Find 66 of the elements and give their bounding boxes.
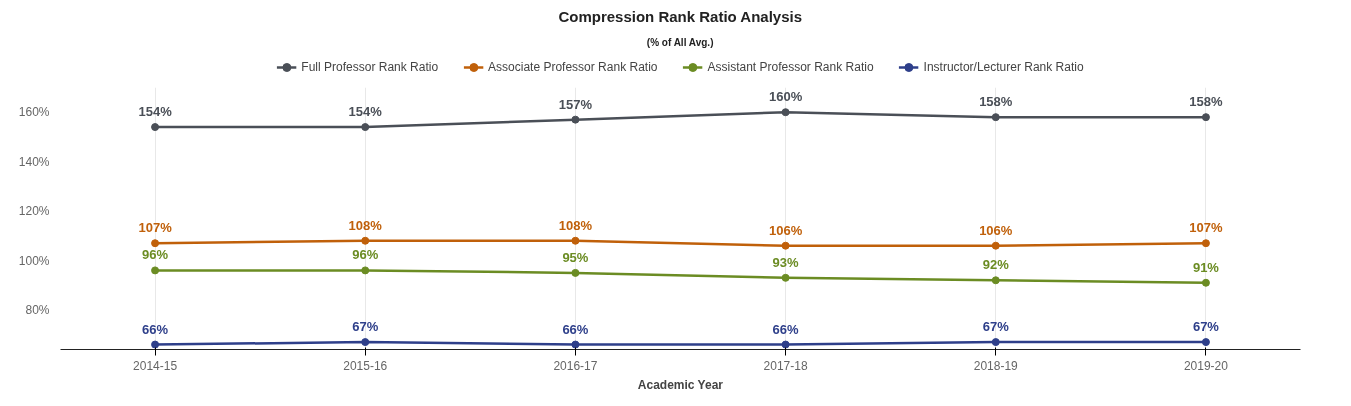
data-label: 107% bbox=[1189, 220, 1223, 236]
data-label: 108% bbox=[348, 217, 383, 233]
data-label: 66% bbox=[142, 321, 169, 337]
point bbox=[781, 241, 790, 250]
point bbox=[361, 338, 370, 347]
x-tick-label: 2015-16 bbox=[343, 358, 388, 373]
point bbox=[991, 338, 1000, 347]
data-label: 67% bbox=[352, 319, 379, 335]
legend-label: Full Professor Rank Ratio bbox=[301, 60, 439, 74]
legend-label: Assistant Professor Rank Ratio bbox=[707, 60, 874, 74]
chart-subtitle: (% of All Avg.) bbox=[646, 36, 714, 48]
data-label: 91% bbox=[1192, 259, 1220, 275]
point bbox=[151, 123, 160, 132]
data-label: 107% bbox=[138, 220, 173, 236]
point bbox=[1201, 338, 1210, 347]
data-label: 158% bbox=[1189, 94, 1223, 110]
point bbox=[571, 115, 580, 124]
point bbox=[571, 236, 580, 245]
x-tick-label: 2018-19 bbox=[973, 358, 1019, 373]
chart-title: Compression Rank Ratio Analysis bbox=[558, 7, 803, 25]
data-label: 96% bbox=[352, 247, 379, 263]
x-tick-label: 2016-17 bbox=[553, 358, 598, 373]
data-label: 66% bbox=[772, 321, 800, 337]
data-label: 108% bbox=[558, 217, 593, 233]
point bbox=[361, 266, 370, 275]
data-label: 95% bbox=[562, 249, 589, 265]
data-label: 66% bbox=[562, 321, 589, 337]
data-label: 96% bbox=[142, 247, 169, 263]
point bbox=[151, 340, 160, 349]
data-label: 92% bbox=[982, 257, 1010, 273]
x-tick-label: 2017-18 bbox=[763, 358, 808, 373]
point bbox=[781, 108, 790, 117]
point bbox=[1201, 278, 1210, 287]
point bbox=[991, 113, 1000, 122]
point bbox=[781, 273, 790, 282]
data-label: 93% bbox=[772, 254, 800, 270]
y-tick-label: 120% bbox=[18, 204, 50, 219]
data-label: 158% bbox=[979, 94, 1013, 110]
point bbox=[361, 236, 370, 245]
data-label: 154% bbox=[348, 104, 383, 120]
data-label: 160% bbox=[768, 89, 803, 105]
data-label: 106% bbox=[768, 222, 803, 238]
data-label: 106% bbox=[979, 222, 1013, 238]
point bbox=[151, 239, 160, 248]
y-tick-label: 160% bbox=[18, 105, 50, 120]
point bbox=[1201, 239, 1210, 248]
legend-label: Instructor/Lecturer Rank Ratio bbox=[923, 60, 1084, 74]
point bbox=[571, 340, 580, 349]
point bbox=[781, 340, 790, 349]
data-label: 157% bbox=[558, 96, 593, 112]
point bbox=[361, 123, 370, 132]
x-tick-label: 2019-20 bbox=[1183, 358, 1229, 373]
point bbox=[991, 241, 1000, 250]
data-label: 67% bbox=[982, 319, 1010, 335]
point bbox=[1201, 113, 1210, 122]
point bbox=[571, 268, 580, 277]
y-tick-label: 100% bbox=[18, 253, 50, 268]
y-tick-label: 80% bbox=[25, 302, 50, 317]
x-tick-label: 2014-15 bbox=[133, 358, 178, 373]
data-label: 67% bbox=[1192, 319, 1220, 335]
legend-label: Associate Professor Rank Ratio bbox=[488, 60, 658, 74]
data-label: 154% bbox=[138, 104, 173, 120]
point bbox=[151, 266, 160, 275]
y-tick-label: 140% bbox=[18, 154, 50, 169]
x-axis-title: Academic Year bbox=[637, 377, 724, 392]
point bbox=[991, 276, 1000, 285]
